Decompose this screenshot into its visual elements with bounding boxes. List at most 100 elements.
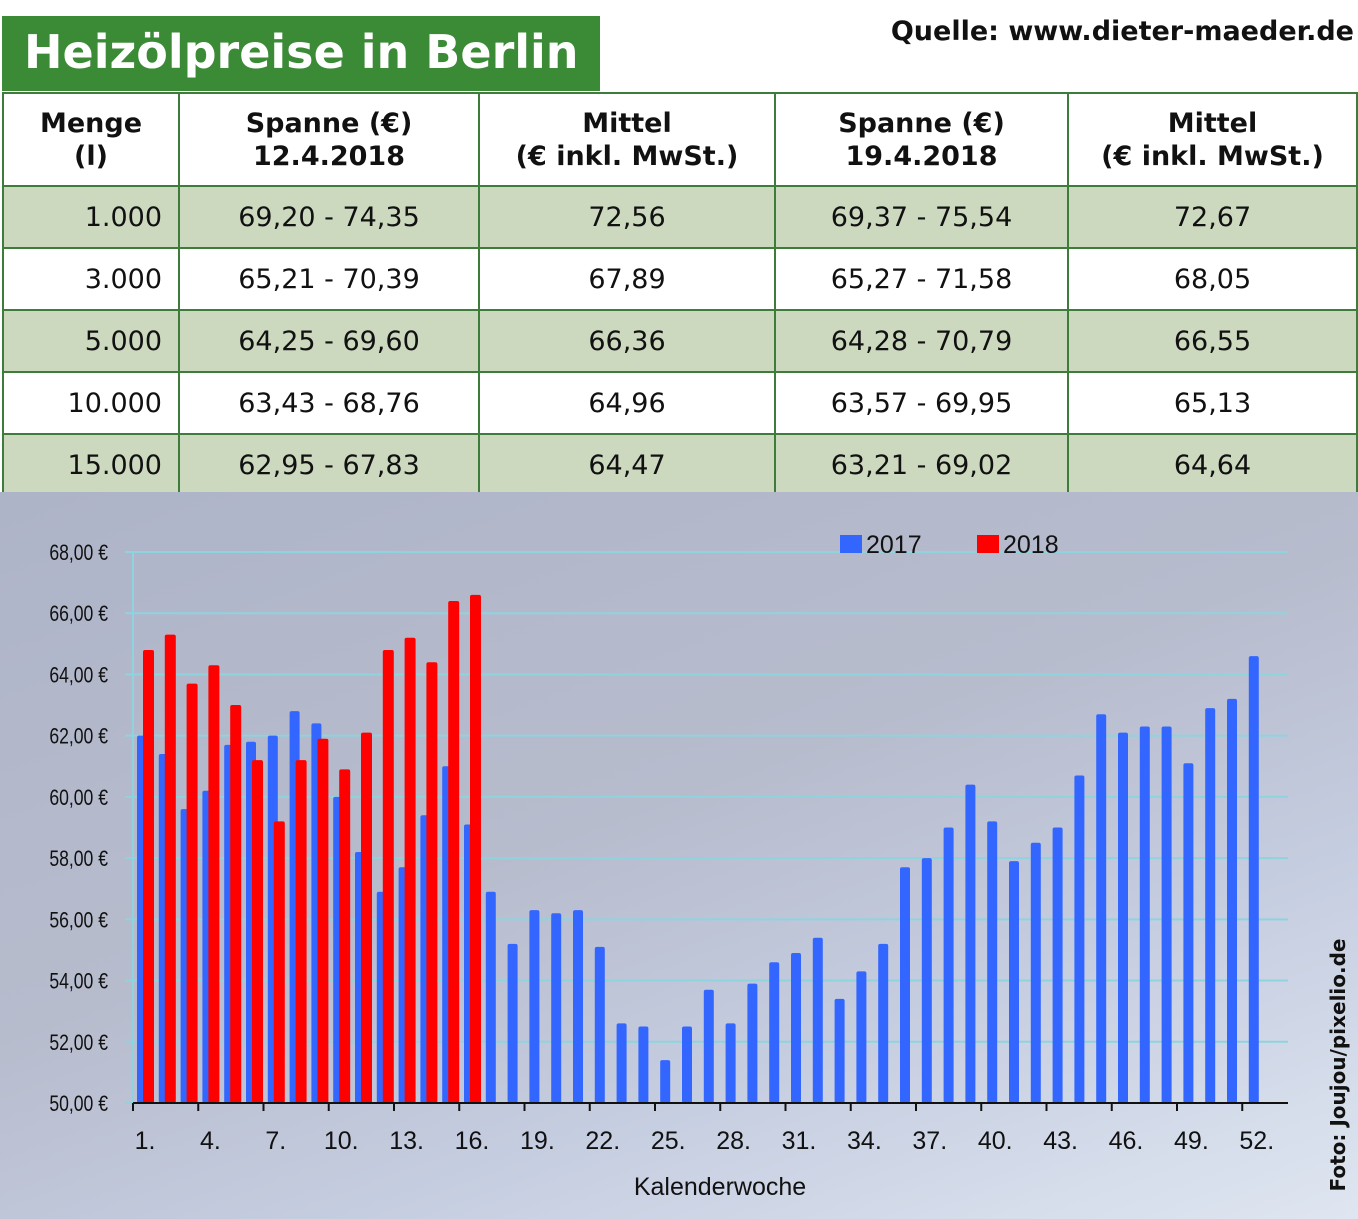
bar-2018 (426, 662, 438, 1103)
x-tick-label: 28. (716, 1127, 751, 1155)
bar-2017 (485, 891, 496, 1103)
legend-label-2018: 2018 (1003, 531, 1059, 559)
cell-value: 63,43 - 68,76 (178, 371, 480, 435)
bar-2017 (812, 937, 823, 1103)
bar-2017 (987, 821, 998, 1103)
x-tick-label: 52. (1239, 1127, 1274, 1155)
x-tick-label: 13. (389, 1127, 424, 1155)
bar-chart: 50,00 € 52,00 € 54,00 € 56,00 € 58,00 € 60,00… (49, 531, 1350, 1201)
cell-value: 68,05 (1067, 247, 1358, 311)
x-tick-label: 7. (265, 1127, 286, 1155)
table-row: 1.000 69,20 - 74,35 72,56 69,37 - 75,54 72,6… (2, 185, 1358, 249)
bar-2018 (273, 821, 285, 1103)
cell-value: 69,37 - 75,54 (774, 185, 1069, 249)
x-tick-label: 4. (200, 1127, 221, 1155)
cell-value: 66,36 (478, 309, 776, 373)
x-tick-label: 49. (1174, 1127, 1209, 1155)
cell-value: 65,27 - 71,58 (774, 247, 1069, 311)
bar-2018 (448, 600, 460, 1103)
bar-2017 (1205, 708, 1216, 1103)
header-line: Spanne (€) (838, 107, 1005, 139)
cell-menge: 3.000 (2, 247, 180, 311)
bar-2017 (725, 1023, 736, 1103)
bar-2017 (1161, 726, 1172, 1103)
x-tick-label: 34. (847, 1127, 882, 1155)
bar-2017 (834, 998, 845, 1103)
bar-2017 (616, 1023, 627, 1103)
bar-2018 (361, 732, 372, 1103)
bar-2017 (660, 1060, 671, 1103)
x-tick-label: 25. (651, 1127, 686, 1155)
header-line: 12.4.2018 (252, 140, 406, 172)
page-title: Heizölpreise in Berlin (2, 16, 600, 91)
y-tick-label: 68,00 € (49, 541, 108, 565)
bar-2017 (1118, 732, 1128, 1103)
bar-2017 (791, 953, 801, 1103)
header-line: Menge (39, 107, 143, 139)
x-tick-label: 46. (1109, 1127, 1144, 1155)
photo-credit: Foto: Joujou/pixelio.de (1326, 939, 1350, 1192)
y-tick-label: 54,00 € (49, 970, 108, 994)
bar-2017 (1248, 656, 1259, 1103)
bar-2017 (1052, 827, 1063, 1103)
cell-value: 64,96 (478, 371, 776, 435)
price-table: Menge (l) Spanne (€) 12.4.2018 Mittel (€ in… (2, 92, 1358, 497)
cell-menge: 5.000 (2, 309, 180, 373)
cell-value: 72,67 (1067, 185, 1358, 249)
bar-2017 (703, 989, 714, 1103)
cell-value: 64,47 (478, 433, 776, 497)
cell-value: 67,89 (478, 247, 776, 311)
y-tick-label: 60,00 € (49, 786, 108, 810)
cell-value: 64,25 - 69,60 (178, 309, 480, 373)
bar-2018 (230, 705, 242, 1103)
header-line: (l) (74, 140, 108, 172)
y-tick-label: 56,00 € (49, 909, 108, 933)
x-tick-label: 16. (455, 1127, 490, 1155)
source-credit: Quelle: www.dieter-maeder.de (890, 16, 1354, 47)
bar-2018 (317, 738, 329, 1103)
header-spanne-1: Spanne (€) 12.4.2018 (178, 92, 480, 187)
header-line: Mittel (582, 107, 672, 139)
bar-2017 (1227, 698, 1237, 1103)
bar-2018 (164, 634, 176, 1103)
cell-value: 62,95 - 67,83 (178, 433, 480, 497)
header-line: (€ inkl. MwSt.) (1101, 140, 1324, 172)
header-menge: Menge (l) (2, 92, 180, 187)
bar-2017 (965, 784, 976, 1103)
table-row: 10.000 63,43 - 68,76 64,96 63,57 - 69,95 65,… (2, 371, 1358, 435)
bar-2018 (382, 649, 394, 1103)
header-line: Spanne (€) (245, 107, 413, 139)
x-tick-label: 19. (520, 1127, 555, 1155)
x-tick-label: 31. (782, 1127, 817, 1155)
header-mittel-2: Mittel (€ inkl. MwSt.) (1067, 92, 1358, 187)
cell-value: 63,57 - 69,95 (774, 371, 1069, 435)
cell-value: 64,64 (1067, 433, 1358, 497)
table-row: 5.000 64,25 - 69,60 66,36 64,28 - 70,79 66,5… (2, 309, 1358, 373)
header-line: (€ inkl. MwSt.) (515, 140, 739, 172)
cell-value: 66,55 (1067, 309, 1358, 373)
cell-value: 65,21 - 70,39 (178, 247, 480, 311)
header-line: 19.4.2018 (845, 140, 998, 172)
bar-2017 (1096, 714, 1107, 1103)
header-mittel-1: Mittel (€ inkl. MwSt.) (478, 92, 776, 187)
bar-2018 (404, 637, 416, 1103)
y-tick-label: 64,00 € (49, 664, 108, 688)
bar-2017 (943, 827, 954, 1103)
cell-menge: 10.000 (2, 371, 180, 435)
bar-2017 (551, 913, 562, 1103)
bar-2017 (856, 971, 867, 1103)
legend-label-2017: 2017 (866, 531, 922, 559)
bar-2017 (638, 1026, 649, 1103)
cell-value: 69,20 - 74,35 (178, 185, 480, 249)
x-tick-label: 10. (324, 1127, 359, 1155)
bar-2018 (186, 683, 198, 1103)
y-tick-label: 66,00 € (49, 602, 108, 626)
bar-2017 (878, 943, 889, 1103)
bar-2017 (769, 962, 780, 1103)
header-spanne-2: Spanne (€) 19.4.2018 (774, 92, 1069, 187)
y-tick-label: 62,00 € (49, 725, 108, 749)
x-tick-label: 1. (135, 1127, 156, 1155)
bar-2018 (252, 760, 263, 1103)
bar-2017 (1074, 775, 1085, 1103)
x-tick-label: 37. (912, 1127, 947, 1155)
